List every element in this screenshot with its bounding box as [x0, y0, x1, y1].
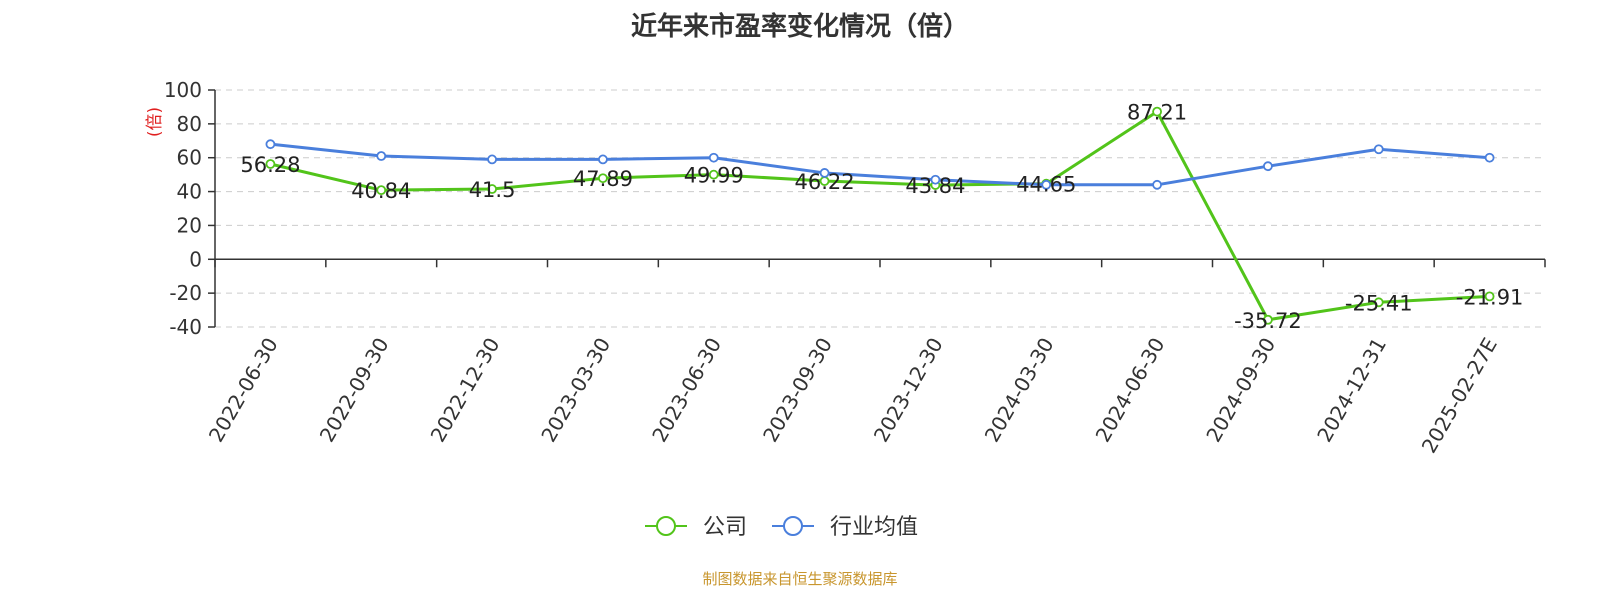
data-point[interactable] — [265, 139, 276, 150]
data-label: -21.91 — [1456, 285, 1524, 309]
data-point[interactable] — [1373, 144, 1384, 155]
x-tick-label: 2024-06-30 — [1091, 334, 1170, 447]
series-lines — [265, 106, 1495, 325]
x-tick-label: 2023-12-30 — [869, 334, 948, 447]
data-label: 44.65 — [1016, 173, 1076, 197]
data-point[interactable] — [376, 151, 387, 161]
x-tick-label: 2022-12-30 — [426, 334, 505, 447]
y-axis-title: (倍) — [145, 107, 165, 137]
data-point[interactable] — [265, 159, 276, 169]
series-company — [265, 106, 1495, 325]
legend[interactable]: 公司 行业均值 — [645, 515, 918, 540]
data-point[interactable] — [1484, 291, 1495, 302]
x-tick-label: 2024-12-31 — [1312, 334, 1391, 447]
y-tick-label: 100 — [164, 78, 202, 102]
data-point[interactable] — [708, 152, 719, 163]
data-point[interactable] — [1152, 179, 1162, 190]
legend-circle-icon — [656, 516, 676, 536]
data-point[interactable] — [1263, 161, 1273, 172]
x-tick-label: 2024-03-30 — [980, 334, 1059, 447]
data-label: 47.89 — [573, 167, 633, 191]
data-point[interactable] — [708, 169, 719, 180]
data-label: 87.21 — [1127, 101, 1187, 125]
x-tick-label: 2023-09-30 — [758, 334, 837, 447]
chart-title: 近年来市盈率变化情况（倍） — [630, 12, 969, 42]
x-tick-label: 2023-06-30 — [647, 334, 726, 447]
data-label: 56.28 — [240, 153, 300, 177]
data-point[interactable] — [487, 154, 497, 165]
source-note: 制图数据来自恒生聚源数据库 — [702, 570, 898, 588]
data-label: 43.84 — [905, 174, 965, 198]
data-point[interactable] — [1373, 297, 1384, 308]
data-label: -35.72 — [1234, 309, 1302, 333]
series-line — [270, 110, 1490, 322]
data-point[interactable] — [1152, 106, 1162, 117]
y-tick-label: 20 — [177, 213, 202, 237]
y-tick-label: 40 — [177, 180, 202, 204]
x-tick-label: 2022-06-30 — [204, 334, 283, 447]
y-tick-label: 80 — [177, 112, 202, 136]
data-point[interactable] — [598, 173, 608, 184]
legend-circle-icon — [783, 516, 803, 536]
x-tick-label: 2023-03-30 — [536, 334, 615, 447]
data-label: -25.41 — [1345, 291, 1413, 315]
legend-label: 行业均值 — [830, 515, 918, 540]
legend-item-industry-average[interactable]: 行业均值 — [772, 515, 918, 540]
data-labels: 56.28 40.84 41.5 47.89 49.99 46.22 43.84 44.65 8… — [240, 101, 1523, 333]
x-tick-label: 2024-09-30 — [1201, 334, 1280, 447]
legend-label: 公司 — [703, 515, 747, 540]
data-label: 49.99 — [684, 164, 744, 188]
data-point[interactable] — [819, 168, 830, 178]
series-industry-average — [265, 139, 1495, 190]
x-tick-label: 2025-02-27E — [1417, 334, 1502, 458]
data-point[interactable] — [1263, 314, 1273, 325]
y-tick-label: -20 — [169, 281, 202, 305]
data-point[interactable] — [598, 154, 608, 165]
legend-item-company[interactable]: 公司 — [645, 515, 747, 540]
x-tick-label: 2022-09-30 — [315, 334, 394, 447]
series-line — [270, 142, 1490, 187]
data-label: 40.84 — [351, 179, 411, 203]
data-label: 46.22 — [795, 170, 855, 194]
data-point[interactable] — [1041, 179, 1052, 190]
data-point[interactable] — [930, 174, 941, 185]
data-label: 41.5 — [469, 178, 516, 202]
data-point[interactable] — [487, 184, 497, 194]
y-tick-label: 60 — [177, 146, 202, 170]
data-point[interactable] — [376, 185, 387, 196]
y-tick-label: -40 — [169, 315, 202, 339]
y-tick-label: 0 — [189, 247, 202, 271]
data-point[interactable] — [1484, 152, 1495, 163]
